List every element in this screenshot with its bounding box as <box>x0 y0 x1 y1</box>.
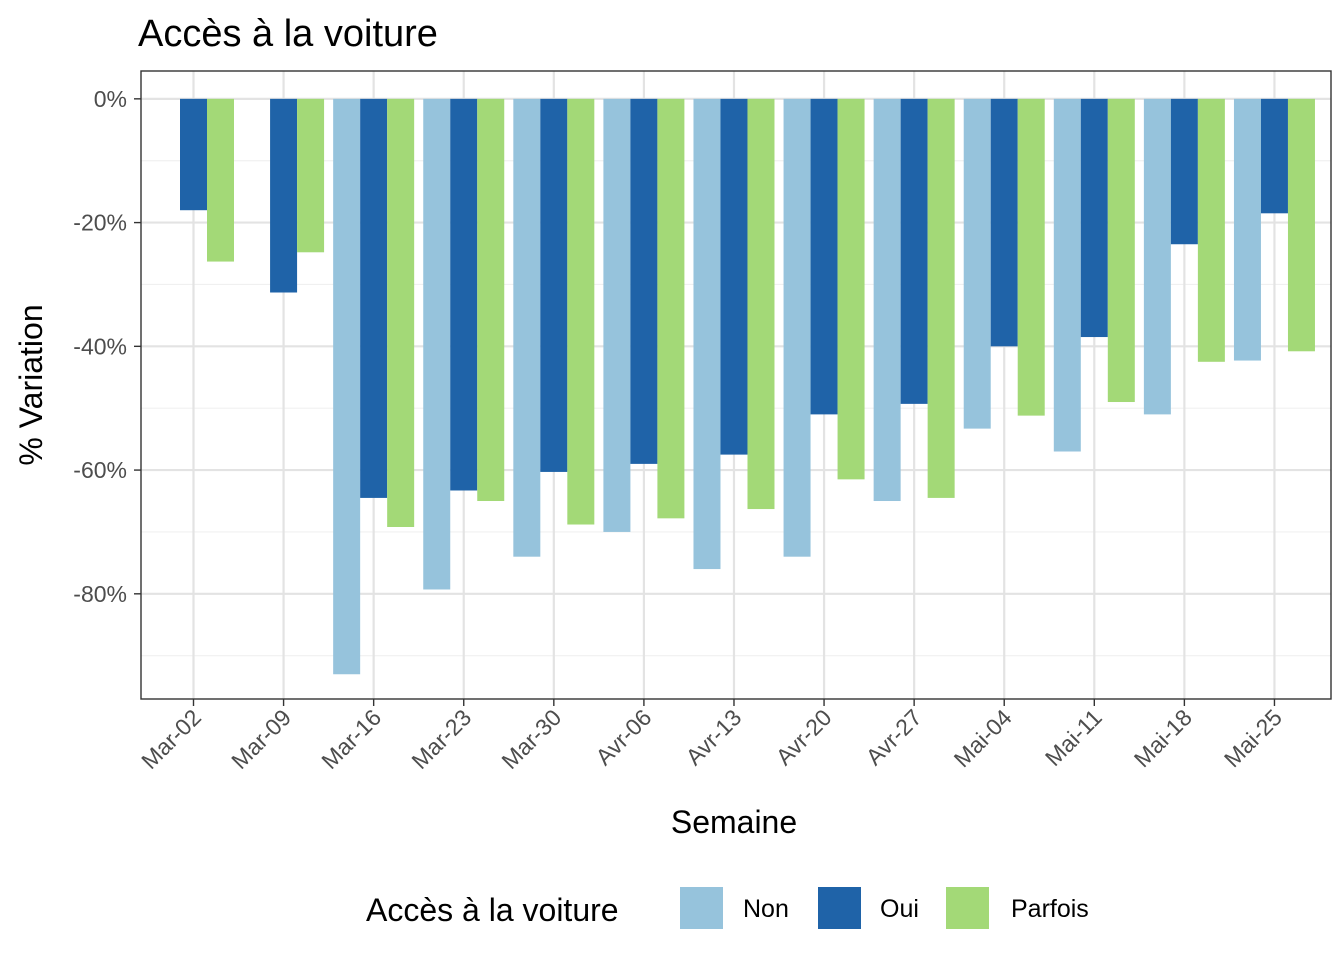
plot-border <box>140 70 1332 700</box>
chart-title: Accès à la voiture <box>138 13 438 55</box>
bar-non-mai-11 <box>1053 98 1081 452</box>
bar-parfois-mai-04 <box>1017 98 1045 416</box>
y-axis-label: % Variation <box>13 304 49 465</box>
bar-oui-avr-06 <box>630 98 658 464</box>
bar-non-avr-13 <box>693 98 721 570</box>
bar-parfois-mar-30 <box>567 98 595 525</box>
legend-key-oui <box>818 887 861 929</box>
x-tick-label: Mai-18 <box>1129 704 1197 772</box>
legend: Accès à la voiture Non Oui Parfois <box>366 887 1089 929</box>
bar-oui-mai-11 <box>1080 98 1108 338</box>
bar-parfois-mai-18 <box>1197 98 1225 362</box>
bar-non-mai-04 <box>963 98 991 429</box>
bar-non-avr-06 <box>603 98 631 532</box>
legend-key-parfois <box>946 887 989 929</box>
x-tick-label: Mai-04 <box>949 704 1017 772</box>
bar-parfois-avr-13 <box>747 98 775 510</box>
x-tick-label: Avr-13 <box>681 704 747 770</box>
legend-label-oui: Oui <box>880 895 919 923</box>
bar-oui-mar-23 <box>450 98 478 491</box>
legend-items: Non Oui Parfois <box>680 887 1089 929</box>
bar-oui-mai-04 <box>990 98 1018 347</box>
x-tick-label: Mar-09 <box>226 704 296 774</box>
bar-non-mar-23 <box>423 98 451 590</box>
y-tick-label: -40% <box>73 333 127 359</box>
bar-parfois-avr-06 <box>657 98 685 519</box>
legend-key-non <box>680 887 723 929</box>
bar-non-avr-27 <box>873 98 901 502</box>
x-tick-label: Mar-30 <box>496 704 566 774</box>
bar-parfois-avr-20 <box>837 98 865 480</box>
legend-title: Accès à la voiture <box>366 892 619 928</box>
x-tick-label: Avr-20 <box>771 704 837 770</box>
y-tick-label: 0% <box>94 86 127 112</box>
x-tick-label: Mai-25 <box>1219 704 1287 772</box>
bar-non-mar-30 <box>513 98 541 557</box>
bar-non-mai-18 <box>1143 98 1171 415</box>
bar-oui-mar-02 <box>180 98 207 211</box>
bar-parfois-mar-09 <box>297 98 325 253</box>
bar-oui-mai-25 <box>1260 98 1288 214</box>
y-tick-label: -60% <box>73 457 127 483</box>
bar-parfois-mar-23 <box>477 98 505 502</box>
bar-parfois-mar-16 <box>387 98 415 527</box>
legend-label-non: Non <box>743 895 789 923</box>
bar-non-mar-16 <box>333 98 361 675</box>
y-tick-label: -20% <box>73 210 127 236</box>
plot-area: 0% -20% -40% -60% -80% Mar-02 Mar-09 Mar-16 Mar-… <box>73 70 1332 774</box>
bar-oui-mai-18 <box>1170 98 1198 245</box>
bar-oui-mar-16 <box>360 98 388 498</box>
x-tick-label: Mar-02 <box>136 704 206 774</box>
x-tick-label: Avr-06 <box>590 704 656 770</box>
bar-oui-avr-27 <box>900 98 928 404</box>
x-axis-label: Semaine <box>671 804 797 840</box>
x-tick-label: Mai-11 <box>1040 704 1107 771</box>
bar-parfois-avr-27 <box>927 98 955 498</box>
x-tick-label: Avr-27 <box>861 704 927 770</box>
bar-oui-mar-09 <box>270 98 298 293</box>
bar-parfois-mai-11 <box>1107 98 1135 403</box>
legend-label-parfois: Parfois <box>1011 895 1089 923</box>
x-tick-label: Mar-23 <box>406 704 476 774</box>
bar-oui-mar-30 <box>540 98 568 472</box>
bar-parfois-mar-02 <box>207 98 234 262</box>
bar-oui-avr-20 <box>810 98 838 415</box>
bar-oui-avr-13 <box>720 98 748 455</box>
bar-non-avr-20 <box>783 98 811 557</box>
bar-non-mai-25 <box>1233 98 1261 361</box>
x-tick-label: Mar-16 <box>316 704 386 774</box>
y-tick-label: -80% <box>73 581 127 607</box>
bar-parfois-mai-25 <box>1287 98 1315 352</box>
